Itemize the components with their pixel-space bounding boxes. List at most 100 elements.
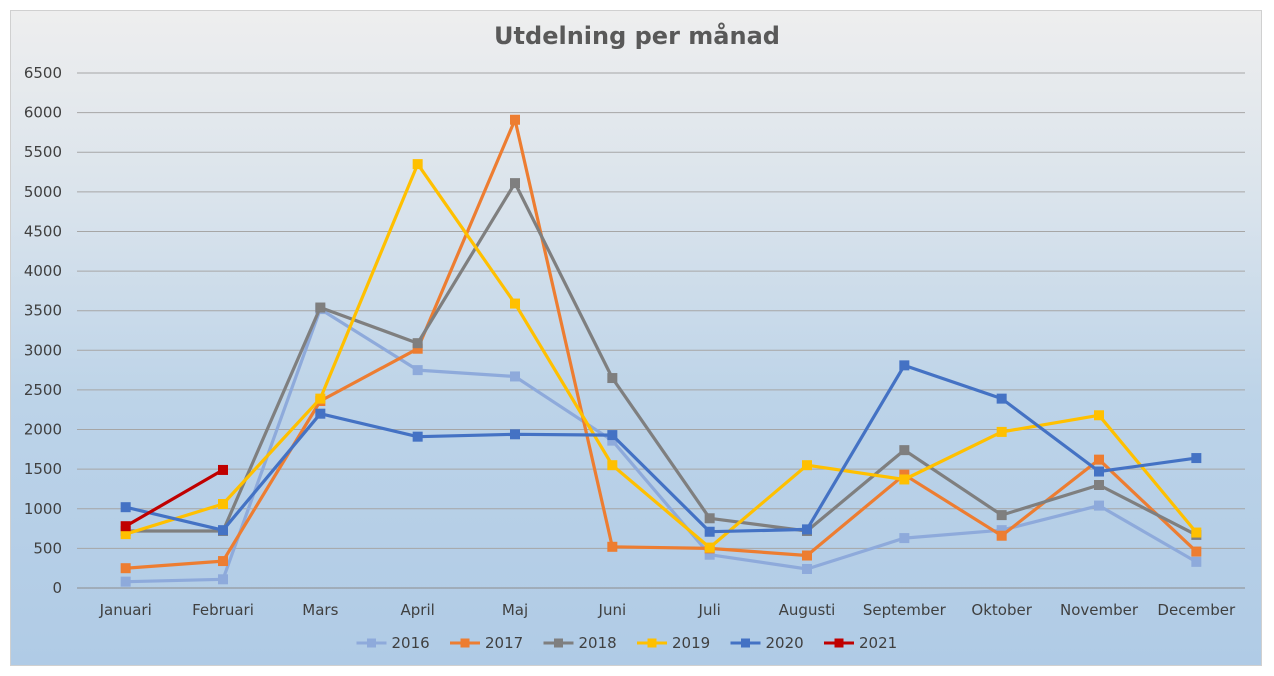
data-point xyxy=(996,510,1007,521)
data-point xyxy=(510,429,520,440)
data-point xyxy=(510,178,520,189)
data-point xyxy=(899,533,910,544)
y-tick-label: 2000 xyxy=(24,421,62,439)
data-point xyxy=(510,298,520,309)
data-point xyxy=(120,576,131,587)
legend-swatch-marker xyxy=(554,638,563,648)
x-tick-label: April xyxy=(401,601,435,619)
series-line xyxy=(124,162,1198,550)
y-tick-label: 6500 xyxy=(24,64,62,82)
x-tick-label: Augusti xyxy=(779,601,836,619)
data-point xyxy=(1094,410,1104,421)
x-tick-label: Juli xyxy=(698,601,721,619)
data-point xyxy=(607,373,618,384)
data-point xyxy=(315,302,326,313)
data-point xyxy=(120,563,131,574)
x-tick-label: November xyxy=(1060,601,1139,619)
series-group xyxy=(120,114,1202,587)
data-point xyxy=(218,499,228,510)
legend-item: 2018 xyxy=(543,634,617,652)
data-point xyxy=(1094,454,1104,465)
data-point xyxy=(120,502,131,513)
data-point xyxy=(996,530,1007,541)
legend-item: 2021 xyxy=(824,634,897,652)
y-tick-label: 5500 xyxy=(24,143,62,161)
data-point xyxy=(120,521,131,532)
x-tick-label: Februari xyxy=(192,601,254,619)
data-point xyxy=(510,371,520,382)
data-point xyxy=(218,556,228,567)
y-tick-label: 4500 xyxy=(24,222,62,240)
legend-swatch-marker xyxy=(367,638,376,648)
legend: 2016 2017 2018 2019 2020 2021 xyxy=(356,634,897,652)
data-point xyxy=(996,426,1007,437)
y-tick-label: 2500 xyxy=(24,381,62,399)
data-point xyxy=(412,431,423,442)
series-line xyxy=(124,307,1198,584)
legend-item: 2016 xyxy=(356,634,430,652)
data-point xyxy=(218,574,228,585)
legend-label: 2021 xyxy=(859,634,897,652)
y-axis-ticks: 0 500 1000 1500 2000 2500 3000 3500 4000 4500 5000… xyxy=(24,64,62,597)
legend-swatch-marker xyxy=(647,638,657,648)
series-line xyxy=(124,468,225,528)
y-tick-label: 6000 xyxy=(24,104,62,122)
data-point xyxy=(996,393,1007,404)
data-point xyxy=(802,563,812,574)
y-tick-label: 3500 xyxy=(24,302,62,320)
series-2020 xyxy=(120,360,1202,537)
data-point xyxy=(607,430,618,441)
y-tick-label: 1500 xyxy=(24,460,62,478)
legend-label: 2018 xyxy=(579,634,617,652)
data-point xyxy=(607,460,618,471)
data-point xyxy=(1094,480,1104,490)
data-point xyxy=(899,474,910,485)
data-point xyxy=(704,542,715,553)
series-line xyxy=(124,118,1198,570)
data-point xyxy=(412,338,423,349)
data-point xyxy=(607,541,618,552)
legend-item: 2017 xyxy=(450,634,523,652)
data-point xyxy=(1191,546,1202,557)
y-tick-label: 500 xyxy=(33,539,62,557)
data-point xyxy=(1191,556,1202,567)
data-point xyxy=(1191,453,1202,464)
legend-item: 2020 xyxy=(730,634,804,652)
y-tick-label: 5000 xyxy=(24,183,62,201)
series-2019 xyxy=(120,159,1202,553)
data-point xyxy=(218,525,228,536)
data-point xyxy=(315,393,326,404)
data-point xyxy=(1191,527,1202,538)
data-point xyxy=(899,445,910,456)
data-point xyxy=(802,460,812,471)
data-point xyxy=(704,513,715,524)
series-line xyxy=(124,181,1198,537)
legend-label: 2019 xyxy=(672,634,710,652)
x-axis-ticks: Januari Februari Mars April Maj Juni Juli Augus… xyxy=(99,601,1236,619)
series-line xyxy=(124,363,1198,534)
series-2021 xyxy=(120,464,228,532)
legend-item: 2019 xyxy=(637,634,710,652)
data-point xyxy=(315,408,326,419)
chart-title: Utdelning per månad xyxy=(494,22,780,50)
data-point xyxy=(218,464,228,475)
x-tick-label: Oktober xyxy=(971,601,1032,619)
data-point xyxy=(802,550,812,561)
y-tick-label: 0 xyxy=(52,579,62,597)
data-point xyxy=(412,365,423,376)
x-tick-label: Juni xyxy=(598,601,627,619)
y-tick-label: 3000 xyxy=(24,341,62,359)
data-point xyxy=(510,114,520,125)
data-point xyxy=(802,524,812,535)
data-point xyxy=(704,526,715,537)
x-tick-label: Maj xyxy=(502,601,528,619)
legend-label: 2016 xyxy=(392,634,430,652)
data-point xyxy=(1094,466,1104,477)
data-point xyxy=(1094,500,1104,511)
gridlines xyxy=(77,72,1245,589)
data-point xyxy=(412,159,423,170)
legend-label: 2017 xyxy=(485,634,523,652)
legend-swatch-marker xyxy=(741,638,750,648)
x-tick-label: Januari xyxy=(99,601,152,619)
